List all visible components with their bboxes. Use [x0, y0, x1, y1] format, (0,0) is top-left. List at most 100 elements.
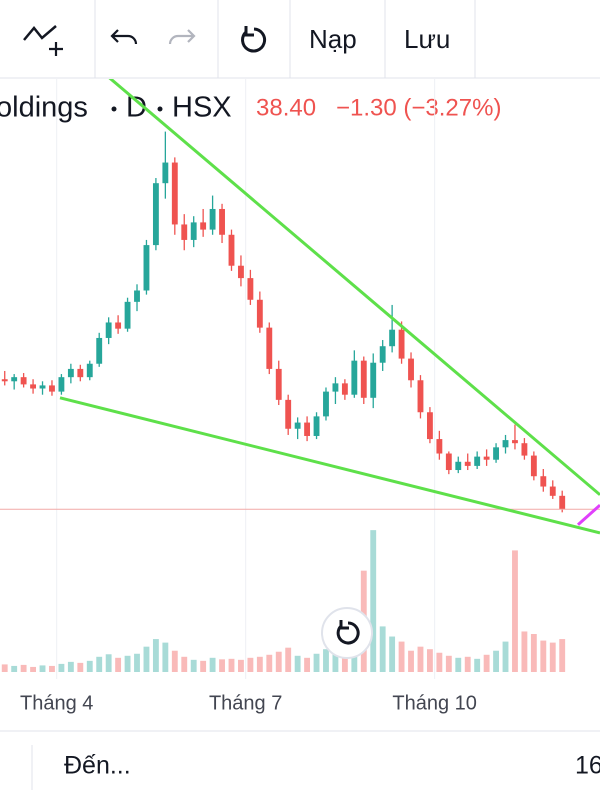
- volume-bar: [105, 654, 112, 672]
- candle-body: [559, 495, 566, 510]
- symbol: oldings: [0, 92, 88, 124]
- x-tick-label: Tháng 4: [20, 692, 93, 714]
- volume-bar: [493, 650, 499, 672]
- volume-bar: [521, 631, 528, 672]
- volume-bar: [247, 657, 254, 672]
- volume-bar: [559, 639, 566, 672]
- redo-button[interactable]: [168, 29, 196, 45]
- volume-bar: [200, 660, 207, 672]
- volume-bar: [181, 656, 188, 672]
- candle-body: [143, 245, 150, 291]
- candle-body: [256, 299, 263, 328]
- reload-button[interactable]: Nạp: [309, 24, 357, 54]
- candle-body: [474, 456, 481, 466]
- candle-body: [549, 486, 556, 496]
- candle-body: [228, 234, 235, 266]
- candle-body: [30, 384, 36, 389]
- volume-bar: [143, 646, 150, 672]
- candle-body: [426, 412, 433, 440]
- volume-bar: [39, 665, 46, 672]
- candle-body: [134, 290, 140, 302]
- volume-bar: [11, 665, 18, 672]
- symbol-header: oldings D HSX 38.40 −1.30 (−3.27%): [0, 92, 501, 124]
- volume-bar: [20, 664, 27, 672]
- volume-bar: [58, 663, 65, 672]
- candle-body: [455, 461, 462, 471]
- candle-body: [351, 360, 358, 395]
- candle-body: [219, 208, 225, 235]
- candle-body: [408, 358, 414, 381]
- reset-button[interactable]: [241, 26, 267, 53]
- volume-bar: [464, 656, 471, 672]
- x-tick-label: Tháng 7: [209, 692, 282, 714]
- candle-body: [105, 322, 112, 338]
- candle-body: [493, 447, 499, 460]
- candle-body: [313, 416, 320, 436]
- candle-body: [445, 453, 452, 471]
- candle-body: [124, 301, 131, 329]
- volume-bar: [49, 665, 55, 672]
- candle-body: [502, 440, 509, 448]
- volume-bar: [313, 653, 320, 672]
- volume-bar: [219, 659, 225, 672]
- volume-bar: [417, 646, 424, 672]
- candle-body: [49, 385, 55, 392]
- candle-body: [266, 327, 273, 369]
- volume-bar: [502, 641, 509, 672]
- x-tick-label: Tháng 10: [392, 692, 477, 714]
- candle-body: [285, 399, 292, 429]
- reset-chart-button[interactable]: [321, 607, 373, 659]
- volume-bar: [379, 626, 386, 672]
- candle-body: [323, 391, 329, 417]
- candle-body: [86, 363, 93, 378]
- undo-button[interactable]: [110, 29, 138, 45]
- candle-body: [483, 456, 490, 460]
- separator: [157, 106, 163, 112]
- volume-bar: [445, 655, 452, 672]
- volume-bar: [190, 659, 197, 672]
- volume-bar: [530, 634, 537, 672]
- candle-body: [304, 422, 311, 436]
- candle-body: [332, 383, 339, 392]
- candle-body: [398, 329, 405, 359]
- volume-bar: [209, 657, 216, 672]
- chart: Tháng 4 Tháng 7 Tháng 10: [0, 79, 600, 714]
- indicator-button[interactable]: [23, 25, 63, 56]
- save-button[interactable]: Lưu: [404, 24, 450, 54]
- candle-body: [512, 440, 518, 444]
- price: 38.40: [256, 94, 316, 121]
- volume-bar: [408, 650, 414, 672]
- volume-bar: [512, 550, 518, 672]
- volume-bar: [134, 653, 140, 672]
- candle-body: [20, 377, 27, 385]
- trend-line: [108, 79, 600, 496]
- candle-body: [379, 346, 386, 363]
- candle-body: [181, 224, 188, 240]
- volume-bar: [1, 664, 8, 672]
- volume-bar: [152, 639, 159, 672]
- go-to-date[interactable]: Đến...: [64, 752, 131, 780]
- separator: [111, 106, 117, 112]
- candle-body: [77, 368, 84, 378]
- volume-bar: [341, 652, 348, 672]
- candle-body: [171, 162, 178, 225]
- candle-body: [11, 377, 18, 382]
- volume-bar: [294, 655, 301, 672]
- candle-body: [238, 265, 244, 279]
- candle-body: [115, 322, 122, 329]
- trend-line: [59, 396, 600, 535]
- exchange: HSX: [172, 92, 232, 124]
- interval: D: [126, 92, 147, 124]
- volume-bar: [162, 642, 169, 672]
- volume-bar: [549, 642, 556, 672]
- volume-bar: [332, 650, 339, 672]
- volume-bar: [323, 649, 329, 672]
- candle-body: [389, 329, 396, 347]
- volume-bar: [256, 656, 263, 672]
- candle-body: [360, 360, 367, 398]
- volume-bar: [124, 655, 131, 672]
- volume-bar: [436, 652, 443, 672]
- volume-bar: [266, 654, 273, 672]
- candle-body: [209, 208, 216, 230]
